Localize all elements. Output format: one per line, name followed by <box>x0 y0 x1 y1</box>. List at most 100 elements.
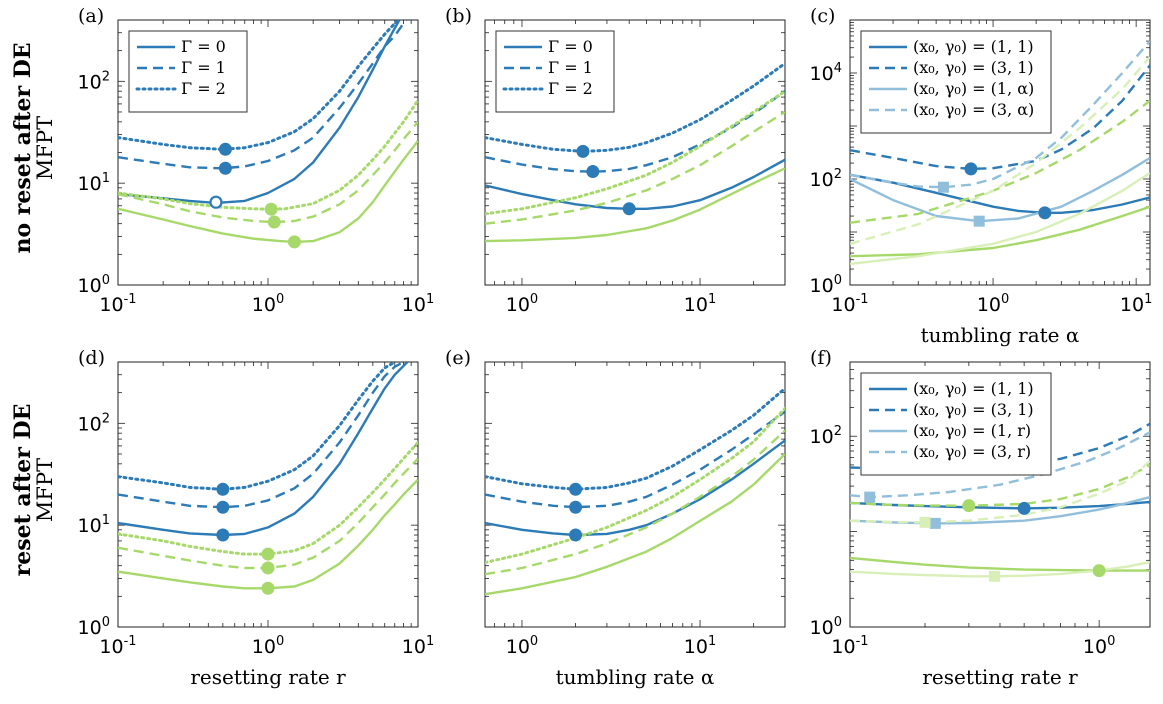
minor-ticks <box>485 19 786 286</box>
series-line <box>118 20 401 151</box>
row-label-bottom-mfpt: MFPT <box>33 458 57 522</box>
minimum-marker <box>261 547 275 561</box>
legend-entry-label: (x₀, γ₀) = (1, 1) <box>913 37 1034 56</box>
minimum-marker <box>216 528 230 542</box>
series-line <box>485 386 785 491</box>
legend-entry-label: Γ = 2 <box>181 79 226 98</box>
series-line <box>485 167 785 243</box>
series-line <box>485 61 785 153</box>
minimum-marker <box>209 195 223 209</box>
row-label-top-mfpt: MFPT <box>33 116 57 180</box>
legend: (x₀, γ₀) = (1, 1) (x₀, γ₀) = (3, 1) (x₀, γ… <box>860 30 1052 134</box>
minimum-marker <box>287 235 301 249</box>
x-tick-label: 10-1 <box>99 292 136 316</box>
panel-e: 100 101 (e) tumbling rate α <box>445 347 786 689</box>
series-line <box>850 463 1150 507</box>
legend-entry-label: Γ = 1 <box>181 58 226 77</box>
legend-entry-label: Γ = 0 <box>181 37 226 56</box>
y-tick-label: 101 <box>78 171 110 195</box>
x-tick-label: 100 <box>506 292 538 316</box>
series-line <box>485 158 785 211</box>
minimum-marker <box>622 202 636 216</box>
legend-entry-label: Γ = 2 <box>548 79 593 98</box>
legend-entry-label: (x₀, γ₀) = (3, α) <box>913 100 1034 119</box>
legend-entry-label: (x₀, γ₀) = (3, 1) <box>913 400 1034 419</box>
series-line <box>850 99 1150 224</box>
panel-label: (e) <box>445 347 471 369</box>
series-line <box>118 478 418 590</box>
minimum-marker <box>1092 564 1106 578</box>
minimum-marker <box>973 215 985 227</box>
series-line <box>850 64 1150 171</box>
legend-entry-label: (x₀, γ₀) = (1, α) <box>913 79 1034 98</box>
series-line <box>850 173 1150 215</box>
x-axis-label: resetting rate r <box>190 665 346 689</box>
series-line <box>118 98 418 211</box>
x-tick-label: 10-1 <box>831 634 868 658</box>
series-line <box>485 410 785 509</box>
minimum-marker <box>576 144 590 158</box>
x-tick-label: 100 <box>506 634 538 658</box>
y-tick-label: 100 <box>78 273 110 297</box>
series-line <box>485 453 785 596</box>
series-line <box>850 205 1150 258</box>
legend-entry-label: (x₀, γ₀) = (3, r) <box>913 442 1031 461</box>
axes-frame <box>484 361 786 628</box>
series-line <box>485 89 785 216</box>
x-tick-label: 100 <box>252 292 284 316</box>
minimum-marker <box>218 142 232 156</box>
x-tick-label: 101 <box>1120 292 1152 316</box>
y-tick-label: 100 <box>78 615 110 639</box>
x-tick-label: 101 <box>402 292 434 316</box>
y-tick-label: 102 <box>78 411 110 435</box>
minimum-marker <box>218 161 232 175</box>
minimum-marker <box>569 500 583 514</box>
panel-label: (a) <box>78 5 104 27</box>
y-tick-label: 102 <box>78 69 110 93</box>
minimum-marker <box>216 500 230 514</box>
row-label-bottom: reset after DE <box>10 404 36 577</box>
minimum-marker <box>1038 206 1052 220</box>
legend: Γ = 0 Γ = 1 Γ = 2 <box>128 30 248 113</box>
panel-b: 100 101 (b) Γ = 0 Γ = 1 Γ = 2 <box>445 5 786 316</box>
minimum-marker <box>929 517 941 529</box>
minimum-marker <box>1017 501 1031 515</box>
x-tick-label: 100 <box>977 292 1009 316</box>
minor-ticks <box>117 361 418 628</box>
y-tick-label: 100 <box>810 273 842 297</box>
series-line <box>850 171 1150 266</box>
minimum-marker <box>264 202 278 216</box>
minor-ticks <box>117 19 418 286</box>
y-tick-label: 101 <box>78 513 110 537</box>
series-line <box>485 429 785 576</box>
y-tick-label: 102 <box>810 424 842 448</box>
series-line <box>850 431 1150 499</box>
minimum-marker <box>569 528 583 542</box>
legend-entry-label: (x₀, γ₀) = (1, 1) <box>913 379 1034 398</box>
y-tick-label: 100 <box>810 615 842 639</box>
series-line <box>118 362 397 491</box>
panel-label: (c) <box>810 5 835 27</box>
minimum-marker <box>988 570 1000 582</box>
series-line <box>850 460 1150 524</box>
series-line <box>485 110 785 225</box>
series-line <box>850 560 1150 578</box>
series-line <box>485 406 785 564</box>
x-axis-label: tumbling rate α <box>556 665 715 689</box>
series-line <box>118 121 418 224</box>
minor-ticks <box>485 361 786 628</box>
y-tick-label: 104 <box>810 61 842 85</box>
series-line <box>850 156 1150 223</box>
legend-entry-label: (x₀, γ₀) = (3, 1) <box>913 58 1034 77</box>
minimum-marker <box>937 181 949 193</box>
series-line <box>118 140 418 244</box>
series-line <box>850 40 1150 189</box>
minimum-marker <box>964 162 978 176</box>
x-axis-label: resetting rate r <box>922 665 1078 689</box>
x-tick-label: 101 <box>402 634 434 658</box>
y-tick-label: 102 <box>810 167 842 191</box>
